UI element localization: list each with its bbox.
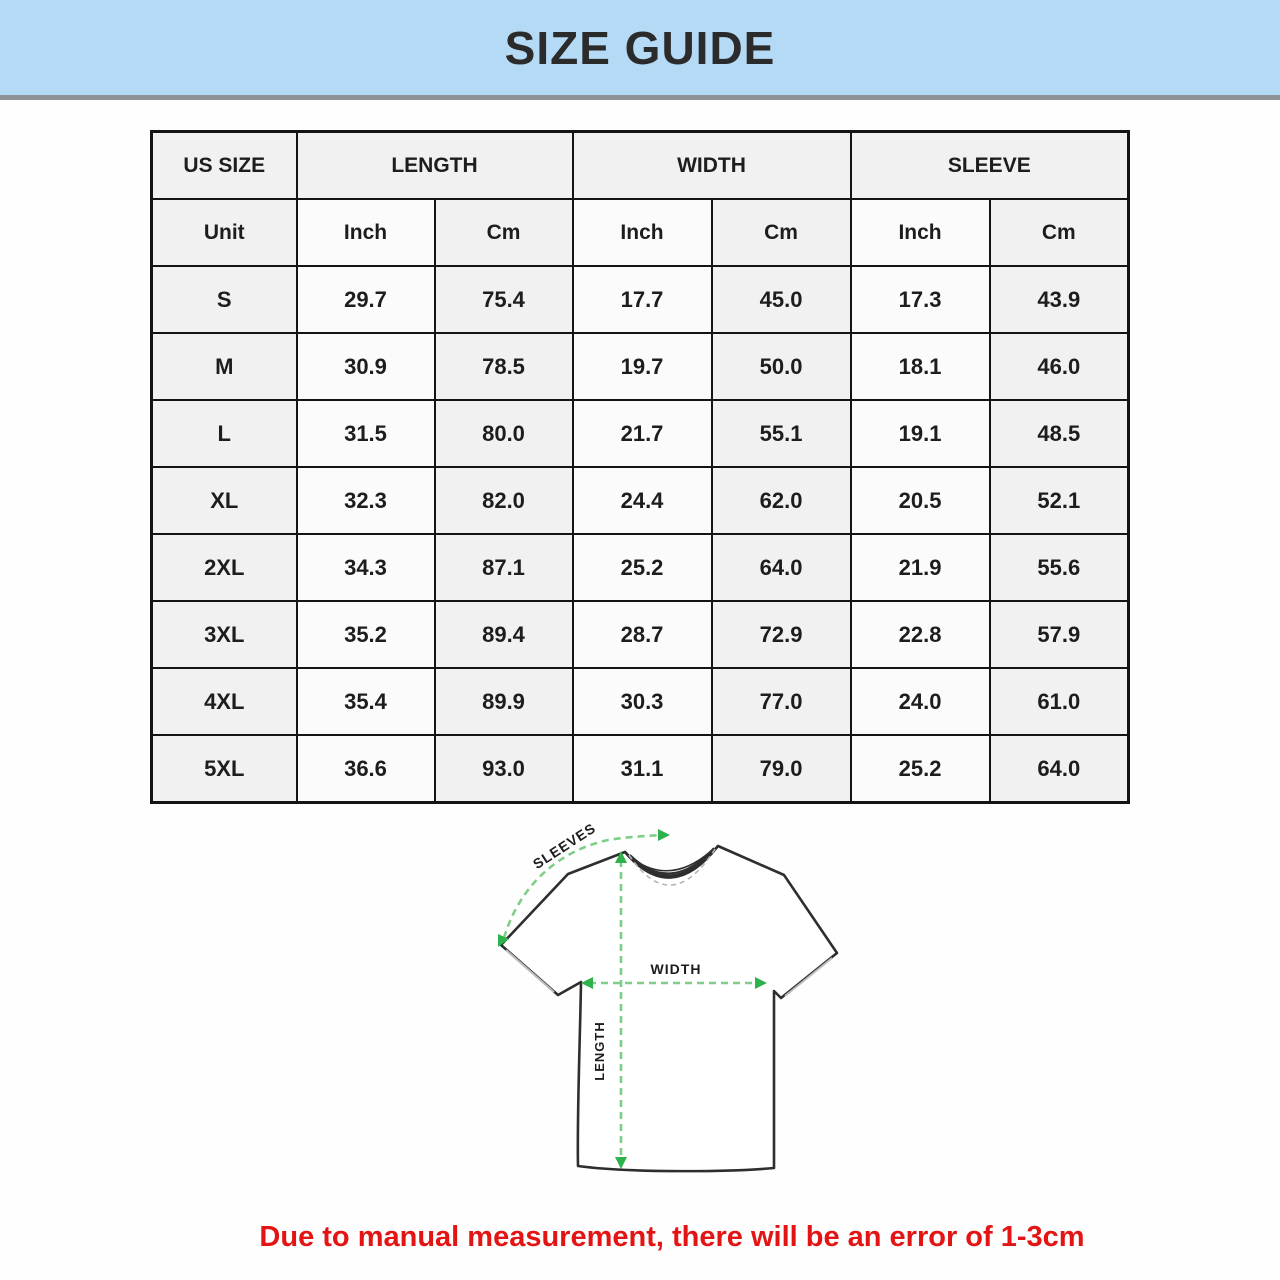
measurement-cell: 55.1	[710, 399, 852, 468]
unit-sleeve-inch: Inch	[849, 198, 991, 267]
measurement-cell: 17.3	[849, 265, 991, 334]
measurement-cell: 35.2	[295, 600, 436, 669]
measurement-cell: 77.0	[710, 667, 852, 736]
size-cell: 2XL	[150, 533, 298, 602]
measurement-cell: 25.2	[849, 734, 991, 804]
measurement-cell: 20.5	[849, 466, 991, 535]
table-row: 3XL 35.2 89.4 28.7 72.9 22.8 57.9	[150, 600, 1130, 669]
measurement-cell: 55.6	[988, 533, 1130, 602]
measurement-cell: 25.2	[571, 533, 713, 602]
measurement-cell: 75.4	[433, 265, 574, 334]
measurement-cell: 35.4	[295, 667, 436, 736]
disclaimer-text: Due to manual measurement, there will be…	[259, 1221, 1085, 1253]
size-cell: M	[150, 332, 298, 401]
measurement-cell: 93.0	[433, 734, 574, 804]
measurement-cell: 82.0	[433, 466, 574, 535]
measurement-cell: 52.1	[988, 466, 1130, 535]
collar-back-dashed	[628, 848, 716, 886]
measurement-cell: 19.1	[849, 399, 991, 468]
width-arrowhead-right	[755, 977, 767, 989]
right-cuff-shadow	[784, 957, 833, 997]
collar-line-rib	[632, 850, 712, 872]
measurement-cell: 34.3	[295, 533, 436, 602]
size-cell: 5XL	[150, 734, 298, 804]
header-us-size: US SIZE	[150, 130, 298, 200]
table-row: 2XL 34.3 87.1 25.2 64.0 21.9 55.6	[150, 533, 1130, 602]
measurement-cell: 28.7	[571, 600, 713, 669]
unit-label: Unit	[150, 198, 298, 267]
sleeve-measure-arrow	[502, 833, 663, 939]
table-row: 5XL 36.6 93.0 31.1 79.0 25.2 64.0	[150, 734, 1130, 804]
measurement-cell: 31.5	[295, 399, 436, 468]
length-label: LENGTH	[592, 1021, 607, 1080]
header-sleeve: SLEEVE	[849, 130, 1130, 200]
measurement-cell: 19.7	[571, 332, 713, 401]
table-row: S 29.7 75.4 17.7 45.0 17.3 43.9	[150, 265, 1130, 334]
sleeve-arrowhead-start	[498, 934, 509, 947]
unit-row: Unit Inch Cm Inch Cm Inch Cm	[150, 198, 1130, 267]
size-cell: 3XL	[150, 600, 298, 669]
measurement-cell: 87.1	[433, 533, 574, 602]
unit-length-cm: Cm	[433, 198, 574, 267]
measurement-cell: 45.0	[710, 265, 852, 334]
measurement-cell: 50.0	[710, 332, 852, 401]
measurement-cell: 18.1	[849, 332, 991, 401]
unit-width-inch: Inch	[571, 198, 713, 267]
tshirt-outline	[499, 844, 839, 1173]
measurement-cell: 57.9	[988, 600, 1130, 669]
measurement-cell: 24.4	[571, 466, 713, 535]
measurement-cell: 78.5	[433, 332, 574, 401]
measurement-cell: 36.6	[295, 734, 436, 804]
measurement-cell: 89.9	[433, 667, 574, 736]
measurement-cell: 17.7	[571, 265, 713, 334]
measurement-cell: 24.0	[849, 667, 991, 736]
table-header-row: US SIZE LENGTH WIDTH SLEEVE	[150, 130, 1130, 200]
size-cell: XL	[150, 466, 298, 535]
width-arrowhead-left	[581, 977, 593, 989]
width-label: WIDTH	[651, 961, 702, 977]
measurement-cell: 21.7	[571, 399, 713, 468]
unit-width-cm: Cm	[710, 198, 852, 267]
left-cuff-shadow	[505, 949, 555, 993]
measurement-cell: 31.1	[571, 734, 713, 804]
tshirt-svg: SLEEVES WIDTH LENGTH	[498, 820, 839, 1173]
size-cell: 4XL	[150, 667, 298, 736]
measurement-cell: 72.9	[710, 600, 852, 669]
measurement-cell: 64.0	[710, 533, 852, 602]
measurement-cell: 89.4	[433, 600, 574, 669]
size-cell: L	[150, 399, 298, 468]
measurement-cell: 32.3	[295, 466, 436, 535]
measurement-cell: 64.0	[988, 734, 1130, 804]
length-arrowhead-top	[615, 851, 627, 863]
sleeve-arrowhead-end	[658, 829, 670, 841]
header-width: WIDTH	[571, 130, 852, 200]
length-arrowhead-bottom	[615, 1157, 627, 1169]
sleeves-label: SLEEVES	[530, 820, 599, 872]
table-row: L 31.5 80.0 21.7 55.1 19.1 48.5	[150, 399, 1130, 468]
measurement-cell: 30.3	[571, 667, 713, 736]
measurement-cell: 21.9	[849, 533, 991, 602]
unit-length-inch: Inch	[295, 198, 436, 267]
table-row: M 30.9 78.5 19.7 50.0 18.1 46.0	[150, 332, 1130, 401]
size-cell: S	[150, 265, 298, 334]
table-row: 4XL 35.4 89.9 30.3 77.0 24.0 61.0	[150, 667, 1130, 736]
measurement-cell: 46.0	[988, 332, 1130, 401]
unit-sleeve-cm: Cm	[988, 198, 1130, 267]
measurement-cell: 29.7	[295, 265, 436, 334]
header-length: LENGTH	[295, 130, 574, 200]
measurement-cell: 22.8	[849, 600, 991, 669]
size-table: US SIZE LENGTH WIDTH SLEEVE Unit Inch Cm…	[150, 130, 1131, 804]
measurement-cell: 48.5	[988, 399, 1130, 468]
measurement-cell: 80.0	[433, 399, 574, 468]
banner: SIZE GUIDE	[0, 0, 1280, 100]
measurement-cell: 79.0	[710, 734, 852, 804]
measurement-cell: 61.0	[988, 667, 1130, 736]
tshirt-diagram: SLEEVES WIDTH LENGTH	[440, 798, 860, 1222]
table-row: XL 32.3 82.0 24.4 62.0 20.5 52.1	[150, 466, 1130, 535]
measurement-cell: 43.9	[988, 265, 1130, 334]
measurement-cell: 30.9	[295, 332, 436, 401]
measurement-cell: 62.0	[710, 466, 852, 535]
page-title: SIZE GUIDE	[504, 21, 776, 74]
